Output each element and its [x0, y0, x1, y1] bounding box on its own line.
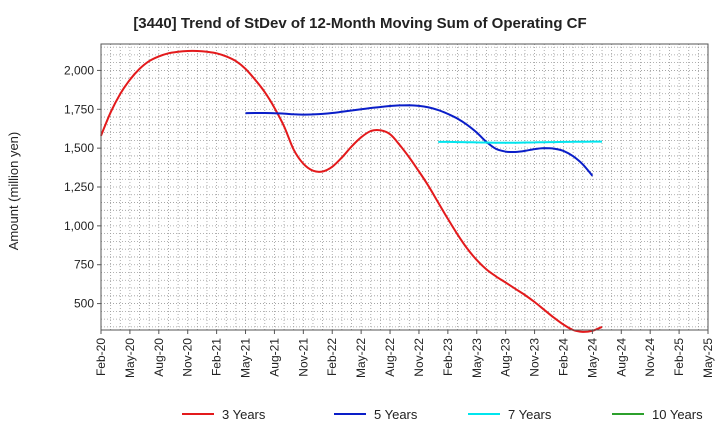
y-tick-label: 2,000: [64, 63, 94, 77]
x-ticks: Feb-20 May-20 Aug-20 Nov-20 Feb-21 May-21 Aug-…: [94, 330, 715, 378]
x-tick-label: Nov-22: [412, 338, 426, 377]
x-tick-label: Aug-20: [152, 338, 166, 377]
grid: [101, 44, 708, 330]
y-axis-label: Amount (million yen): [6, 132, 21, 251]
series-layer: [100, 49, 603, 333]
x-tick-label: Aug-24: [614, 338, 628, 377]
legend-label: 3 Years: [222, 407, 266, 422]
y-tick-label: 1,750: [64, 102, 94, 116]
y-tick-label: 1,000: [64, 219, 94, 233]
x-tick-label: Feb-22: [325, 338, 339, 376]
chart-title: [3440] Trend of StDev of 12-Month Moving…: [133, 15, 586, 32]
y-ticks: 500 750 1,000 1,250 1,500 1,750 2,000: [64, 63, 101, 311]
y-tick-label: 1,250: [64, 180, 94, 194]
x-tick-label: May-21: [239, 338, 253, 378]
x-tick-label: May-24: [585, 338, 599, 378]
legend-label: 7 Years: [508, 407, 552, 422]
x-tick-label: Nov-21: [296, 338, 310, 377]
x-tick-label: Feb-24: [556, 338, 570, 376]
x-tick-label: May-22: [354, 338, 368, 378]
x-tick-label: Feb-25: [672, 338, 686, 376]
legend-item-5-years: 5 Years: [334, 407, 418, 422]
y-tick-label: 500: [74, 297, 94, 311]
series-line-7-years: [438, 140, 602, 144]
x-tick-label: Nov-20: [181, 338, 195, 377]
x-tick-label: Aug-21: [267, 338, 281, 377]
legend-label: 10 Years: [652, 407, 703, 422]
x-tick-label: May-20: [123, 338, 137, 378]
x-tick-label: Feb-23: [441, 338, 455, 376]
y-tick-label: 750: [74, 258, 94, 272]
legend-item-7-years: 7 Years: [468, 407, 552, 422]
legend: 3 Years 5 Years 7 Years 10 Years: [182, 407, 703, 422]
legend-label: 5 Years: [374, 407, 418, 422]
legend-item-3-years: 3 Years: [182, 407, 266, 422]
x-tick-label: Nov-24: [643, 338, 657, 377]
x-tick-label: Aug-23: [499, 338, 513, 377]
legend-item-10-years: 10 Years: [612, 407, 703, 422]
series-line-3-years: [100, 49, 603, 333]
y-tick-label: 1,500: [64, 141, 94, 155]
series-line-5-years: [245, 104, 594, 177]
x-tick-label: Nov-23: [528, 338, 542, 377]
x-tick-label: May-23: [470, 338, 484, 378]
x-tick-label: Feb-21: [210, 338, 224, 376]
x-tick-label: Aug-22: [383, 338, 397, 377]
x-tick-label: Feb-20: [94, 338, 108, 376]
x-tick-label: May-25: [701, 338, 715, 378]
